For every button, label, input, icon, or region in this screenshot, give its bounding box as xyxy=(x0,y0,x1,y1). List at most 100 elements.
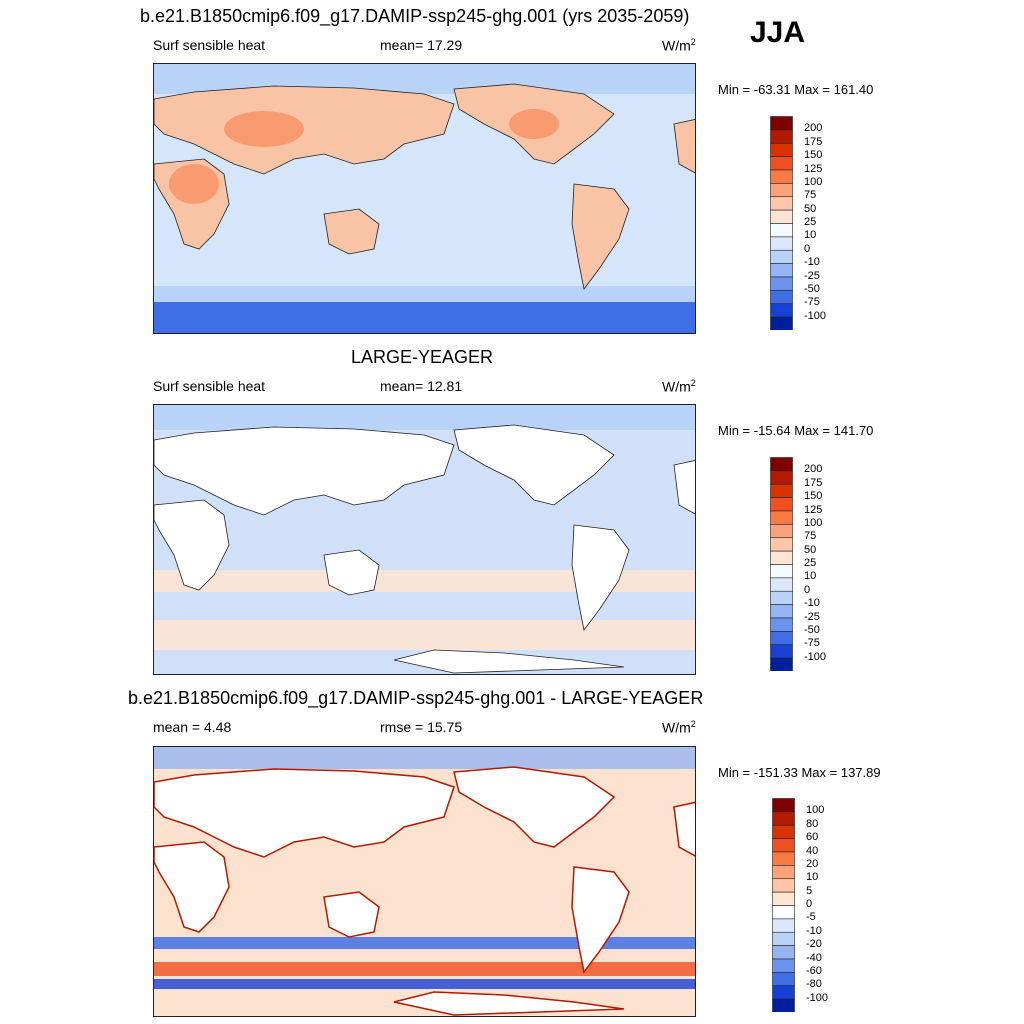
colorbar-tick-label: 100 xyxy=(804,516,823,529)
colorbar-tick-label: 60 xyxy=(806,831,819,844)
colorbar-tick-label: -25 xyxy=(804,610,820,623)
colorbar-box xyxy=(770,183,793,198)
colorbar-box xyxy=(772,918,795,933)
colorbar-box xyxy=(770,631,793,646)
panel1-minmax: Min = -63.31 Max = 161.40 xyxy=(718,82,874,97)
antarctica-shape xyxy=(393,649,625,674)
australia-shape xyxy=(323,891,380,938)
north-america-shape xyxy=(453,766,616,848)
australia-shape xyxy=(323,549,380,596)
colorbar-tick-label: 50 xyxy=(804,543,817,556)
southern-warm-band xyxy=(154,962,695,976)
colorbar-box xyxy=(772,798,795,813)
arctic-band xyxy=(154,747,695,769)
season-label: JJA xyxy=(750,16,806,49)
colorbar-tick-label: 150 xyxy=(804,490,823,503)
panel2-title: LARGE-YEAGER xyxy=(351,347,494,367)
colorbar-tick-label: 10 xyxy=(806,871,819,884)
colorbar-box xyxy=(770,457,793,472)
colorbar-tick-label: 150 xyxy=(804,149,823,162)
colorbar-box xyxy=(770,116,793,131)
antarctica-fill xyxy=(154,302,695,333)
panel2-units: W/m2 xyxy=(662,378,696,395)
colorbar-tick-label: 175 xyxy=(804,476,823,489)
colorbar-box xyxy=(770,550,793,565)
australia-shape xyxy=(323,208,380,255)
colorbar-tick-label: 200 xyxy=(804,463,823,476)
colorbar-tick-label: 40 xyxy=(806,844,819,857)
colorbar-tick-label: -5 xyxy=(806,911,816,924)
southern-ocean-band xyxy=(154,286,695,306)
colorbar-box xyxy=(772,851,795,866)
colorbar-box xyxy=(772,838,795,853)
panel3-title: b.e21.B1850cmip6.f09_g17.DAMIP-ssp245-gh… xyxy=(128,688,704,708)
southern-warm-band-2 xyxy=(154,620,695,650)
panel3-map xyxy=(153,746,696,1017)
panel2-colorbar-boxes xyxy=(770,457,793,671)
colorbar-tick-label: 25 xyxy=(804,216,817,228)
panel3-rmse-label: rmse = 15.75 xyxy=(380,719,463,735)
panel1-map xyxy=(153,63,696,334)
africa-shape xyxy=(154,841,230,933)
panel1-colorbar-boxes xyxy=(770,116,793,330)
colorbar-box xyxy=(772,824,795,839)
panel2-colorbar: 200 175 150 125 100 75 50 25 10 0 -10 -25 -50 -75 -100 xyxy=(770,457,890,671)
colorbar-tick-label: 200 xyxy=(804,122,823,135)
colorbar-tick-label: -75 xyxy=(804,296,820,309)
colorbar-box xyxy=(772,811,795,826)
eurasia-shape xyxy=(154,768,455,858)
colorbar-tick-label: 100 xyxy=(806,804,825,817)
colorbar-box xyxy=(770,249,793,264)
continents xyxy=(154,766,695,1016)
panel2-map xyxy=(153,404,696,675)
colorbar-box xyxy=(770,276,793,291)
south-america-shape xyxy=(571,183,630,290)
colorbar-box xyxy=(770,142,793,157)
southern-warm-band xyxy=(154,570,695,592)
colorbar-box xyxy=(770,290,793,305)
colorbar-tick-label: 175 xyxy=(804,135,823,148)
colorbar-tick-label: -50 xyxy=(804,282,820,295)
colorbar-tick-label: -100 xyxy=(806,991,829,1004)
colorbar-box xyxy=(772,985,795,1000)
hot-spots xyxy=(169,109,559,204)
panel3-minmax: Min = -151.33 Max = 137.89 xyxy=(718,765,881,780)
colorbar-tick-label: -25 xyxy=(804,269,820,282)
colorbar-box xyxy=(772,958,795,973)
colorbar-box xyxy=(770,303,793,318)
europe-edge-shape xyxy=(673,801,695,857)
colorbar-box xyxy=(772,931,795,946)
panel3-mean-label: mean = 4.48 xyxy=(153,719,232,735)
panel3-units: W/m2 xyxy=(662,719,696,736)
colorbar-box xyxy=(770,129,793,144)
panel3-colorbar: 100 80 60 40 20 10 5 0 -5 -10 -20 -40 -60 -80 -100 xyxy=(772,798,892,1012)
colorbar-box xyxy=(770,470,793,485)
colorbar-box xyxy=(770,316,793,330)
panel1-units: W/m2 xyxy=(662,37,696,54)
colorbar-tick-label: 125 xyxy=(804,162,823,175)
south-america-shape xyxy=(571,866,630,974)
africa-shape xyxy=(154,499,230,591)
southern-cool-band-2 xyxy=(154,979,695,989)
south-america-shape xyxy=(571,524,630,631)
colorbar-box xyxy=(770,657,793,671)
panel2-mean-label: mean= 12.81 xyxy=(380,378,463,394)
arctic-band xyxy=(154,405,695,430)
colorbar-tick-label: -40 xyxy=(806,951,822,964)
colorbar-box xyxy=(770,169,793,184)
colorbar-tick-label: -75 xyxy=(804,637,820,650)
panel3-colorbar-boxes xyxy=(772,798,795,1012)
panel3-map-svg xyxy=(154,747,695,1016)
colorbar-box xyxy=(772,998,795,1012)
southern-cool-band xyxy=(154,937,695,949)
eurasia-shape xyxy=(154,85,455,175)
colorbar-tick-label: 5 xyxy=(806,884,813,897)
eurasia-shape xyxy=(154,426,455,516)
colorbar-tick-label: -80 xyxy=(806,978,822,991)
colorbar-tick-label: -10 xyxy=(804,256,820,269)
colorbar-tick-label: 100 xyxy=(804,175,823,188)
colorbar-box xyxy=(772,865,795,880)
panel2-minmax: Min = -15.64 Max = 141.70 xyxy=(718,423,874,438)
colorbar-box xyxy=(770,537,793,552)
panel1-title: b.e21.B1850cmip6.f09_g17.DAMIP-ssp245-gh… xyxy=(140,6,690,26)
